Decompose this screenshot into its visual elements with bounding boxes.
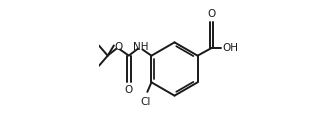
Text: O: O <box>115 42 123 52</box>
Text: NH: NH <box>134 42 149 52</box>
Text: OH: OH <box>222 43 238 53</box>
Text: O: O <box>125 85 133 95</box>
Text: O: O <box>207 9 215 19</box>
Text: Cl: Cl <box>141 97 151 107</box>
